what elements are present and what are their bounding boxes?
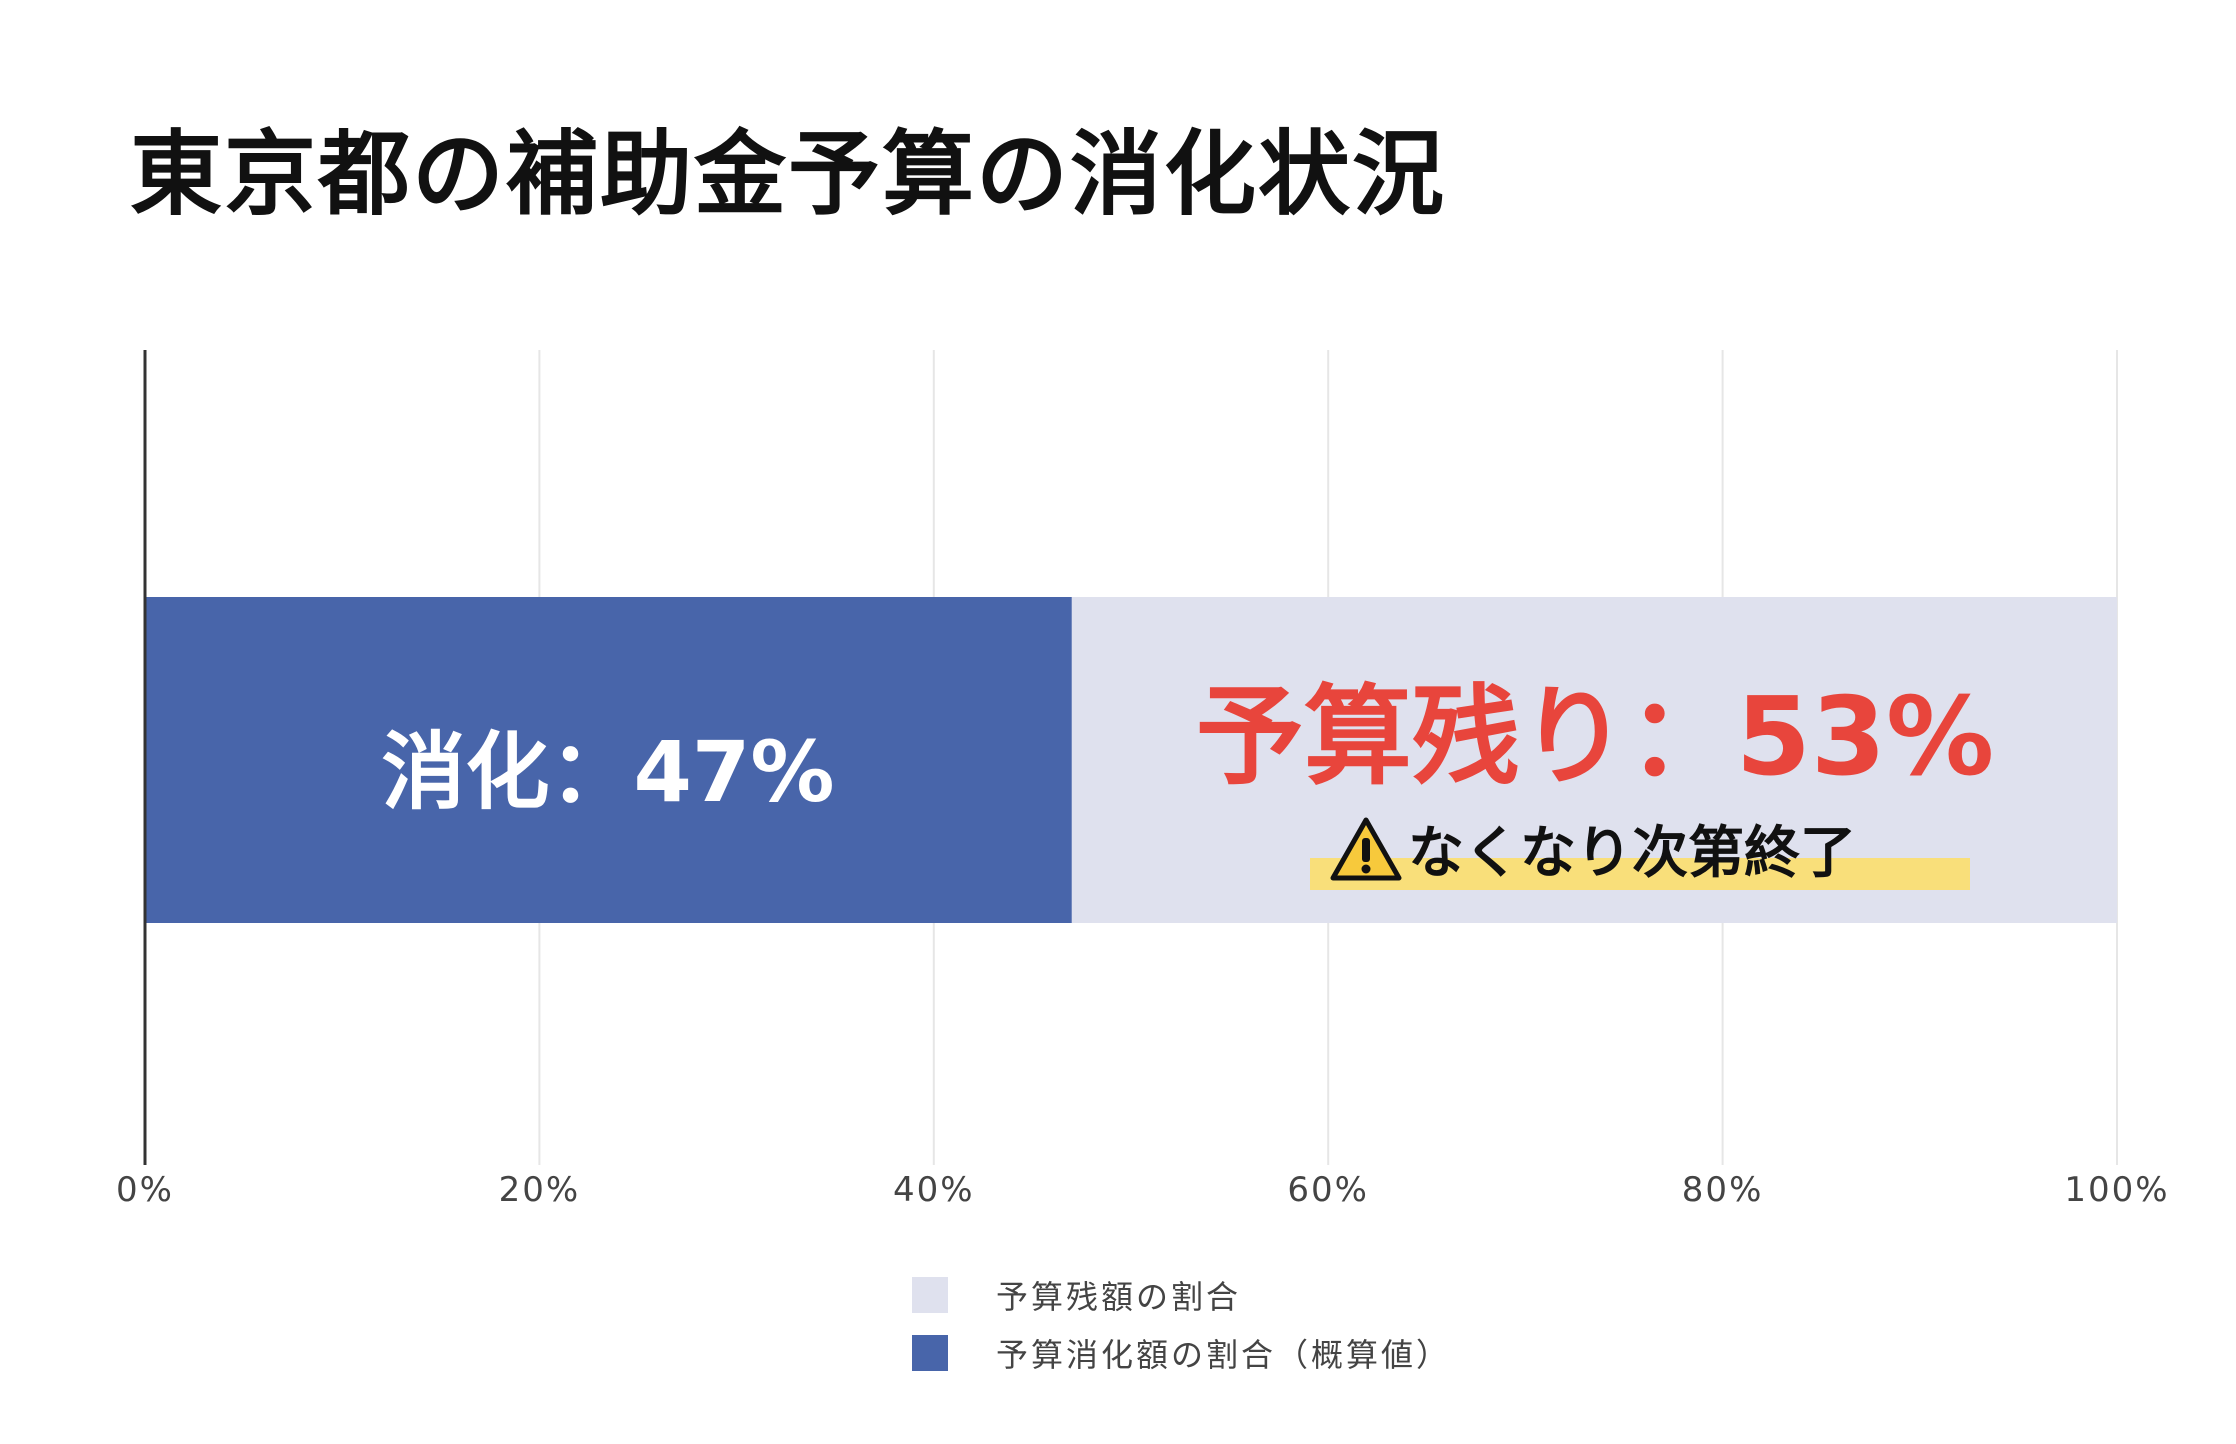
x-tick-label: 40%	[893, 1170, 975, 1210]
x-tick-label: 60%	[1287, 1170, 1369, 1210]
note-callout: なくなり次第終了	[1310, 808, 1970, 890]
legend-item-consumed: 予算消化額の割合（概算値）	[912, 1330, 1451, 1376]
legend-label-consumed: 予算消化額の割合（概算値）	[996, 1336, 1452, 1374]
x-tick-label: 100%	[2064, 1170, 2170, 1210]
remaining-label: 予算残り：53%	[1195, 675, 1995, 800]
note-highlight	[1310, 858, 1970, 890]
legend-swatch-remaining	[912, 1277, 948, 1313]
x-tick-label: 0%	[116, 1170, 174, 1210]
legend-swatch-consumed	[912, 1335, 948, 1371]
chart-title: 東京都の補助金予算の消化状況	[130, 121, 1447, 228]
x-tick-label: 80%	[1681, 1170, 1764, 1210]
consumed-label: 消化：47%	[381, 723, 835, 821]
legend-item-remaining: 予算残額の割合	[912, 1272, 1241, 1318]
note-text: なくなり次第終了	[1408, 821, 1856, 886]
note-row: なくなり次第終了	[1330, 808, 1856, 889]
bar-consumed	[145, 597, 1072, 923]
legend-label-remaining: 予算残額の割合	[996, 1278, 1242, 1316]
warning-icon	[1330, 817, 1402, 880]
x-tick-label: 20%	[498, 1170, 581, 1210]
